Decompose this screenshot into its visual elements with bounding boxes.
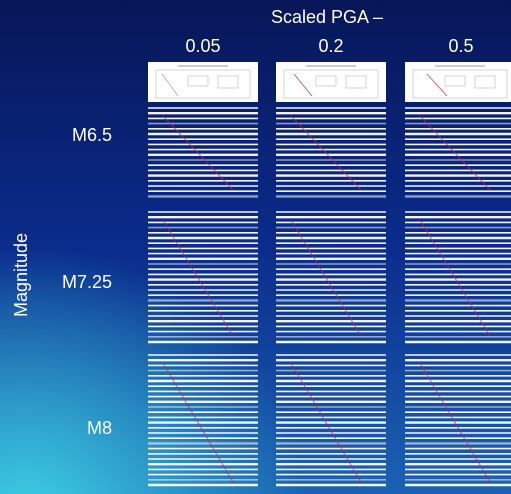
row-label: M7.25 [62, 272, 112, 292]
thumbnail [276, 62, 386, 102]
slide: Scaled PGA – 0.05 0.2 0.5 M6.5 M7.25 M8 … [0, 0, 511, 494]
thumbnail [148, 62, 258, 102]
row-label: M6.5 [72, 125, 112, 145]
row-label: M8 [87, 418, 112, 438]
column-label: 0.05 [185, 36, 220, 56]
axis-label: Magnitude [11, 233, 31, 317]
header-title: Scaled PGA – [271, 7, 383, 27]
column-label: 0.5 [448, 36, 473, 56]
column-label: 0.2 [318, 36, 343, 56]
